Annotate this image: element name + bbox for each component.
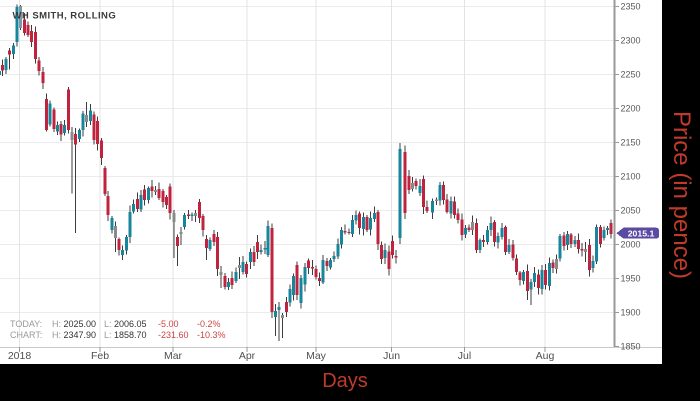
svg-text:TODAY:H: 2025.00L: 2006.05-5.0: TODAY: H: 2025.00 L: 2006.05 -5.00 -0.2% [10, 319, 221, 329]
svg-text:Jul: Jul [458, 350, 471, 362]
svg-text:2350: 2350 [621, 2, 641, 12]
svg-text:2300: 2300 [621, 36, 641, 46]
svg-text:Mar: Mar [164, 350, 183, 362]
svg-text:2100: 2100 [621, 172, 641, 182]
svg-text:2000: 2000 [621, 240, 641, 250]
svg-text:WH SMITH, ROLLING: WH SMITH, ROLLING [13, 11, 117, 22]
svg-text:Apr: Apr [239, 350, 256, 362]
svg-text:2015.1: 2015.1 [628, 228, 655, 238]
svg-text:CHART:H: 2347.90L: 1858.70-231: CHART: H: 2347.90 L: 1858.70 -231.60 -10.3% [10, 330, 226, 340]
svg-text:2018: 2018 [8, 350, 32, 362]
svg-text:Jun: Jun [383, 350, 400, 362]
svg-text:2200: 2200 [621, 104, 641, 114]
svg-text:2050: 2050 [621, 206, 641, 216]
svg-text:1850: 1850 [621, 342, 641, 352]
svg-text:Aug: Aug [536, 350, 555, 362]
svg-text:Days: Days [322, 370, 368, 392]
svg-text:Feb: Feb [91, 350, 109, 362]
svg-text:May: May [306, 350, 327, 362]
svg-text:Price (in pence): Price (in pence) [668, 111, 695, 279]
svg-text:1900: 1900 [621, 308, 641, 318]
svg-text:2150: 2150 [621, 138, 641, 148]
svg-text:1950: 1950 [621, 274, 641, 284]
svg-text:2250: 2250 [621, 70, 641, 80]
